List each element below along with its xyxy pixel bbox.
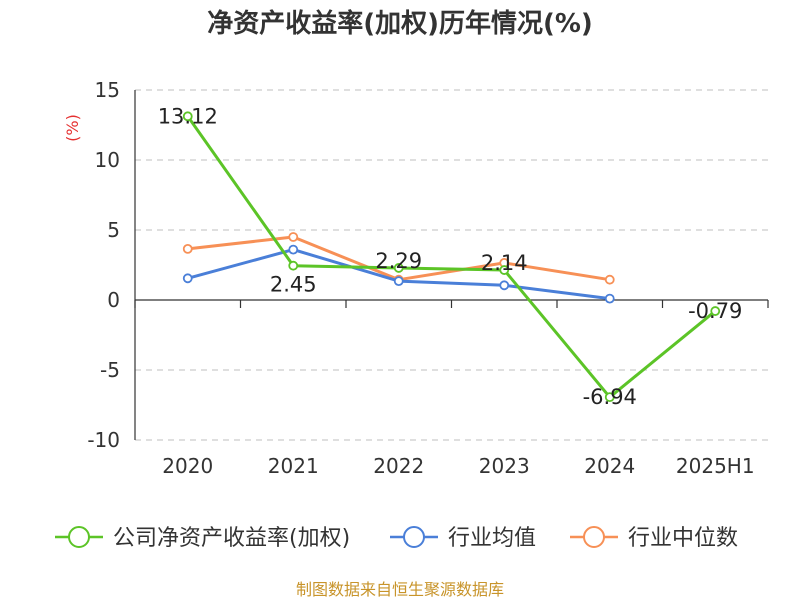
series-layer bbox=[182, 111, 721, 403]
data-label: 2.14 bbox=[481, 251, 528, 275]
data-point bbox=[393, 263, 404, 273]
x-tick-label: 2025H1 bbox=[676, 454, 755, 478]
x-tick-label: 2020 bbox=[162, 454, 213, 478]
legend-label: 公司净资产收益率(加权) bbox=[113, 526, 350, 551]
chart-title: 净资产收益率(加权)历年情况(%) bbox=[207, 8, 593, 39]
data-point bbox=[288, 260, 299, 271]
data-point bbox=[393, 276, 404, 287]
x-tick-label: 2023 bbox=[479, 454, 530, 478]
data-point bbox=[182, 273, 193, 284]
y-tick-label: 0 bbox=[107, 288, 120, 312]
legend-item: 行业中位数 bbox=[570, 526, 738, 551]
data-point bbox=[182, 111, 193, 122]
series-1 bbox=[182, 244, 615, 304]
legend-item: 公司净资产收益率(加权) bbox=[55, 526, 350, 551]
y-tick-label: -5 bbox=[100, 358, 120, 382]
y-axis-label: (%) bbox=[63, 114, 82, 142]
data-point bbox=[604, 274, 615, 285]
data-label: 2.45 bbox=[270, 273, 317, 297]
source-note: 制图数据来自恒生聚源数据库 bbox=[296, 580, 504, 599]
data-point bbox=[710, 306, 721, 316]
data-point bbox=[288, 232, 299, 242]
x-tick-label: 2024 bbox=[584, 454, 635, 478]
x-tick-label: 2021 bbox=[268, 454, 319, 478]
data-point bbox=[288, 244, 299, 255]
legend-item: 行业均值 bbox=[390, 526, 536, 551]
data-label: -6.94 bbox=[583, 385, 637, 409]
legend-label: 行业均值 bbox=[448, 526, 536, 551]
data-point bbox=[499, 265, 510, 275]
legend-marker bbox=[403, 526, 425, 548]
y-tick-label: 15 bbox=[95, 78, 120, 102]
legend: 公司净资产收益率(加权) 行业均值 行业中位数 bbox=[55, 526, 738, 551]
data-labels: 13.12 2.45 2.29 2.14 -6.94 -0.79 bbox=[158, 104, 743, 409]
series-line bbox=[186, 115, 717, 399]
legend-marker bbox=[68, 526, 90, 548]
y-tick-label: 5 bbox=[107, 218, 120, 242]
data-point bbox=[499, 280, 510, 291]
data-point bbox=[604, 293, 615, 304]
axes: 15 10 5 0 -5 -10 2020 2021 2022 2023 2024 2025H1 bbox=[87, 78, 769, 478]
data-point bbox=[182, 243, 193, 254]
gridlines bbox=[135, 89, 768, 441]
series-0 bbox=[182, 111, 721, 403]
y-tick-label: -10 bbox=[87, 428, 120, 452]
legend-label: 行业中位数 bbox=[628, 526, 738, 551]
y-tick-label: 10 bbox=[95, 148, 120, 172]
data-label: -0.79 bbox=[688, 299, 742, 323]
data-label: 13.12 bbox=[158, 104, 218, 128]
x-tick-label: 2022 bbox=[373, 454, 424, 478]
data-label: 2.29 bbox=[375, 249, 422, 273]
data-point bbox=[604, 392, 615, 403]
legend-marker bbox=[583, 526, 605, 548]
